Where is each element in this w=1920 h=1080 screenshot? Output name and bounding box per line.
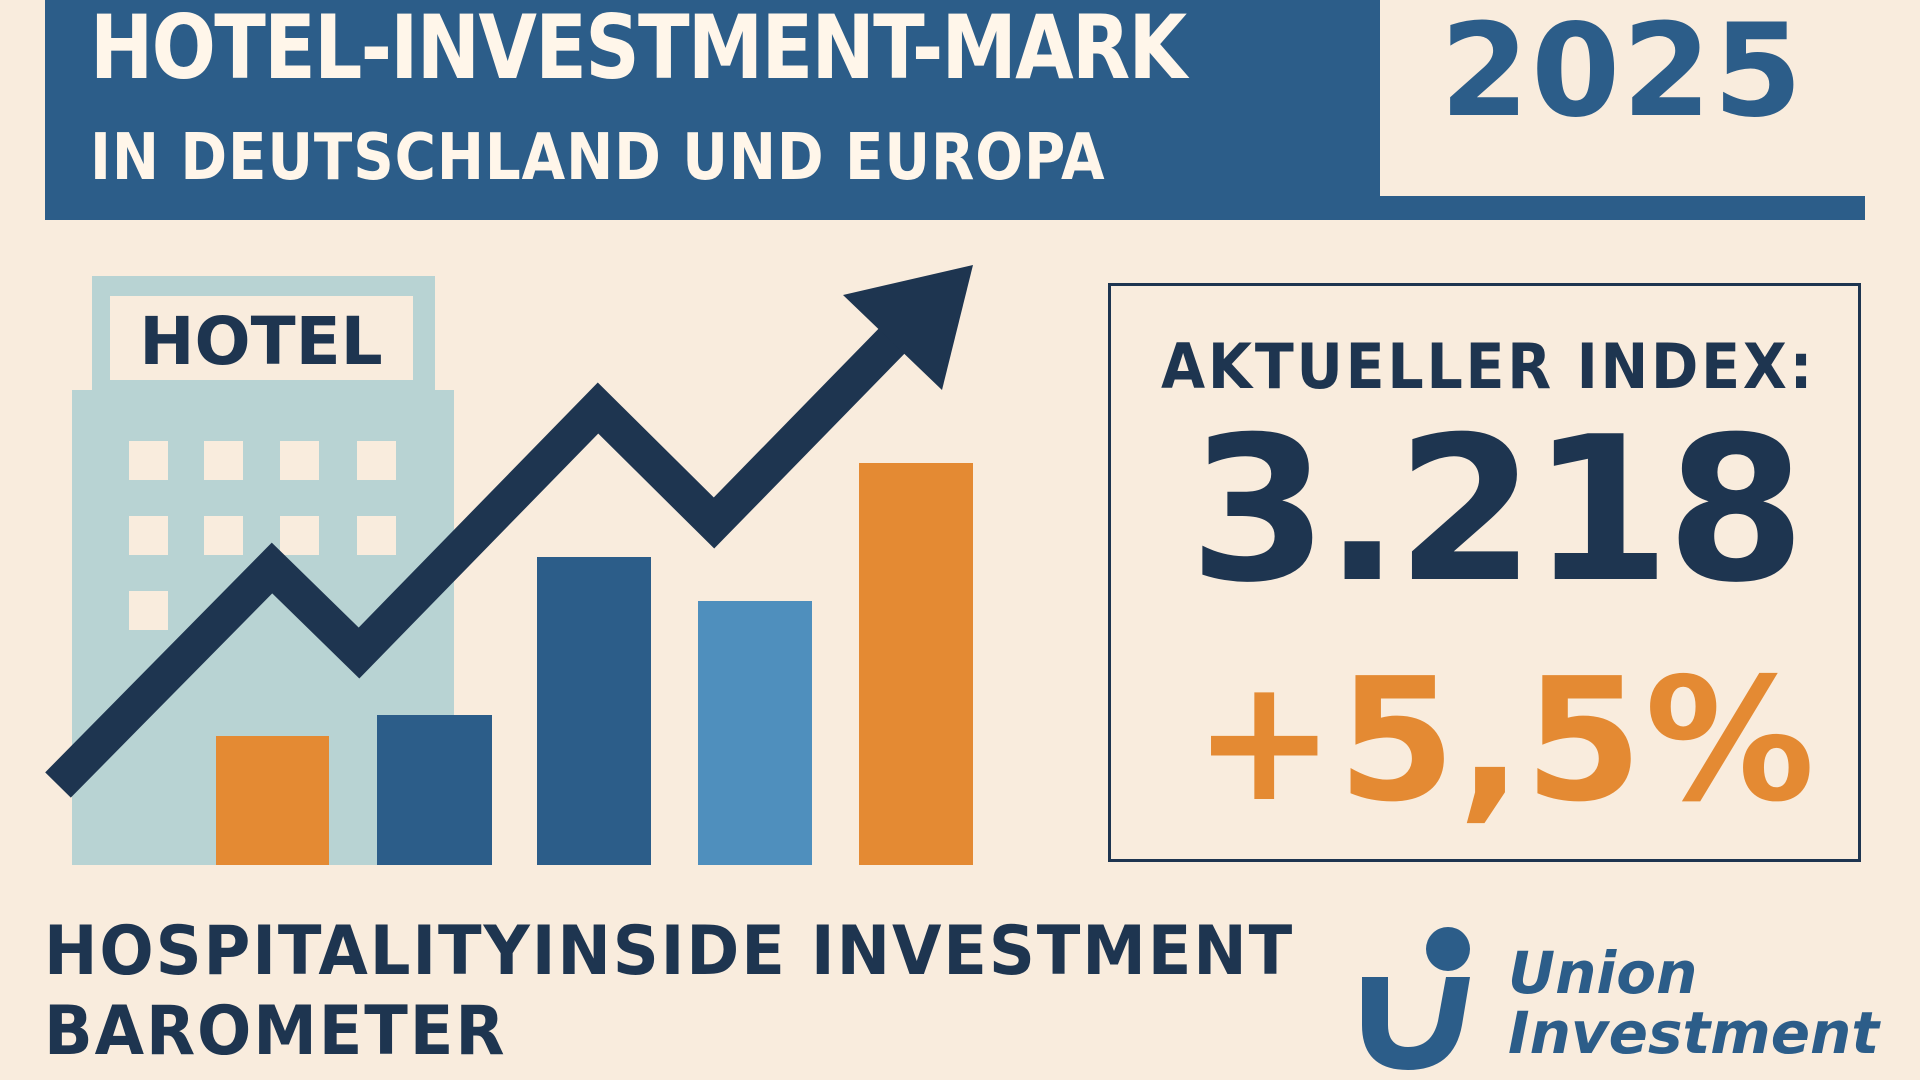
index-value: 3.218 [1189, 394, 1806, 627]
bar-4 [698, 601, 812, 865]
page-title: HOTEL-INVESTMENT-MARK [90, 0, 1187, 99]
union-u-icon [1362, 927, 1470, 1070]
bar-group [216, 463, 973, 865]
hotel-growth-illustration: HOTEL [45, 265, 973, 865]
building-windows [129, 441, 396, 630]
logo-line2: Investment [1508, 999, 1880, 1067]
union-investment-logo: Union Investment [1350, 925, 1890, 1075]
page-subtitle: IN DEUTSCHLAND UND EUROPA [90, 121, 1106, 195]
bar-5 [859, 463, 973, 865]
header-banner [45, 0, 1380, 220]
barometer-title-line2: BAROMETER [44, 992, 507, 1071]
trend-arrow-icon [45, 265, 973, 798]
barometer-title: HOSPITALITYINSIDE INVESTMENT BAROMETER [44, 912, 1295, 1072]
bar-1 [216, 736, 329, 865]
header-rule [1380, 196, 1865, 220]
barometer-title-line1: HOSPITALITYINSIDE INVESTMENT [44, 912, 1295, 991]
index-panel: AKTUELLER INDEX: 3.218 +5,5% [1108, 283, 1861, 862]
bar-3 [537, 557, 651, 865]
logo-wordmark: Union Investment [1508, 943, 1879, 1063]
year-label: 2025 [1440, 0, 1805, 146]
hotel-sign-text: HOTEL [139, 303, 383, 380]
bar-2 [377, 715, 492, 865]
index-label: AKTUELLER INDEX: [1161, 330, 1816, 403]
index-change: +5,5% [1193, 642, 1817, 840]
logo-line1: Union [1508, 939, 1698, 1007]
